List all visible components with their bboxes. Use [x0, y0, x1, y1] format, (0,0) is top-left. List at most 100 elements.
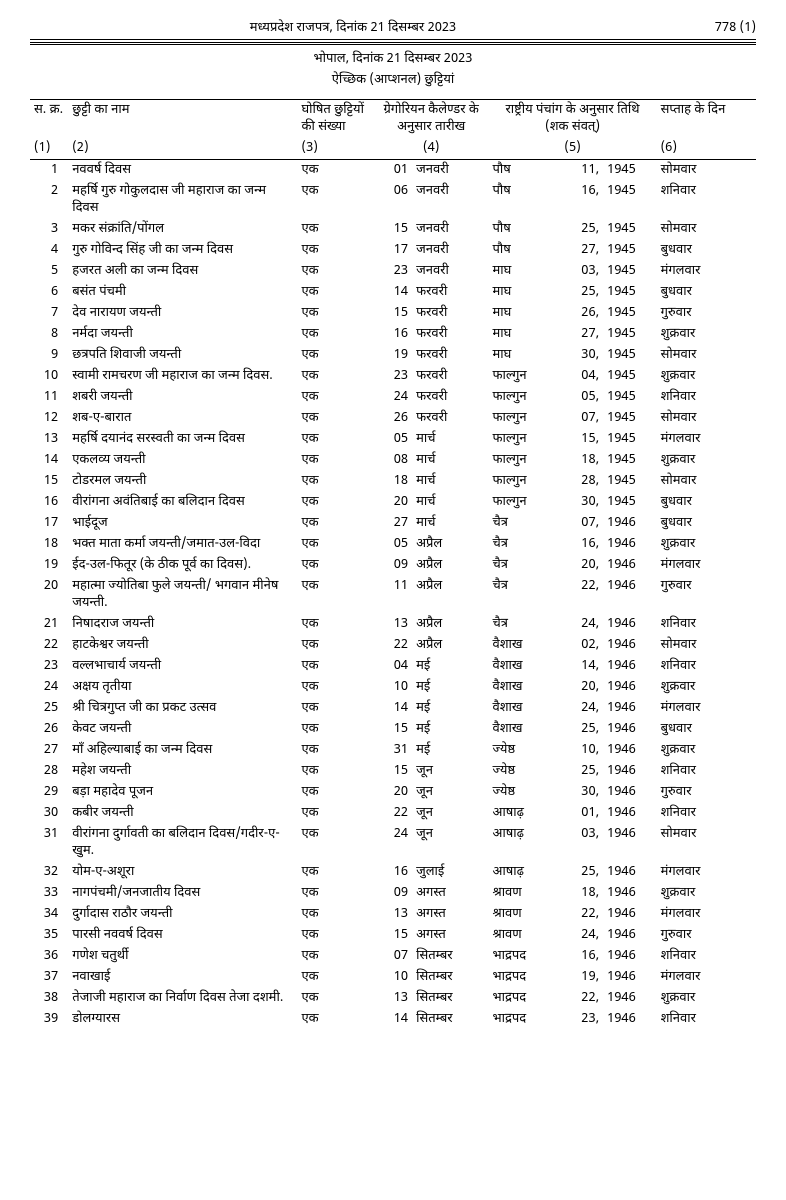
- cell-hm: आषाढ़: [488, 803, 564, 824]
- cell-count: एक: [297, 492, 373, 513]
- cell-hm: माघ: [488, 345, 564, 366]
- cell-dd: 09: [374, 883, 412, 904]
- cell-hd: 15,: [565, 429, 603, 450]
- cell-mm: जनवरी: [412, 219, 488, 240]
- cell-hd: 25,: [565, 219, 603, 240]
- cell-name: गुरु गोविन्द सिंह जी का जन्म दिवस: [68, 240, 297, 261]
- cell-sn: 23: [30, 656, 68, 677]
- cell-dd: 14: [374, 698, 412, 719]
- cell-hd: 30,: [565, 782, 603, 803]
- cell-day: मंगलवार: [657, 862, 756, 883]
- cell-hd: 01,: [565, 803, 603, 824]
- cell-hy: 1945: [603, 219, 656, 240]
- cell-sn: 13: [30, 429, 68, 450]
- cell-hy: 1945: [603, 261, 656, 282]
- cell-hm: माघ: [488, 261, 564, 282]
- coln-5: (5): [488, 138, 656, 160]
- cell-hm: माघ: [488, 324, 564, 345]
- cell-hm: ज्येष्ठ: [488, 782, 564, 803]
- table-row: 29बड़ा महादेव पूजनएक20जूनज्येष्ठ30,1946ग…: [30, 782, 756, 803]
- cell-count: एक: [297, 635, 373, 656]
- cell-mm: जनवरी: [412, 160, 488, 182]
- cell-hd: 05,: [565, 387, 603, 408]
- cell-day: गुरुवार: [657, 782, 756, 803]
- cell-count: एक: [297, 240, 373, 261]
- cell-name: नवाखाई: [68, 967, 297, 988]
- cell-dd: 10: [374, 677, 412, 698]
- cell-mm: फरवरी: [412, 366, 488, 387]
- cell-hm: फाल्गुन: [488, 408, 564, 429]
- cell-hm: पौष: [488, 181, 564, 219]
- table-row: 23वल्लभाचार्य जयन्तीएक04मईवैशाख14,1946शन…: [30, 656, 756, 677]
- table-row: 33नागपंचमी/जनजातीय दिवसएक09अगस्तश्रावण18…: [30, 883, 756, 904]
- coln-3: (3): [297, 138, 373, 160]
- cell-hm: चैत्र: [488, 513, 564, 534]
- cell-hy: 1946: [603, 576, 656, 614]
- cell-hd: 22,: [565, 988, 603, 1009]
- cell-hy: 1945: [603, 181, 656, 219]
- cell-sn: 19: [30, 555, 68, 576]
- cell-hy: 1946: [603, 925, 656, 946]
- cell-dd: 16: [374, 862, 412, 883]
- cell-count: एक: [297, 967, 373, 988]
- cell-mm: फरवरी: [412, 303, 488, 324]
- cell-hm: वैशाख: [488, 677, 564, 698]
- cell-hy: 1945: [603, 240, 656, 261]
- cell-day: शनिवार: [657, 181, 756, 219]
- table-row: 12शब-ए-बारातएक26फरवरीफाल्गुन07,1945सोमवा…: [30, 408, 756, 429]
- table-row: 14एकलव्य जयन्तीएक08मार्चफाल्गुन18,1945शु…: [30, 450, 756, 471]
- cell-sn: 24: [30, 677, 68, 698]
- cell-name: महर्षि दयानंद सरस्वती का जन्म दिवस: [68, 429, 297, 450]
- cell-sn: 36: [30, 946, 68, 967]
- cell-mm: जून: [412, 761, 488, 782]
- cell-dd: 31: [374, 740, 412, 761]
- table-row: 16वीरांगना अवंतिबाई का बलिदान दिवसएक20मा…: [30, 492, 756, 513]
- cell-dd: 24: [374, 387, 412, 408]
- cell-hd: 18,: [565, 450, 603, 471]
- cell-name: बड़ा महादेव पूजन: [68, 782, 297, 803]
- cell-day: बुधवार: [657, 513, 756, 534]
- cell-name: ईद-उल-फितूर (के ठीक पूर्व का दिवस).: [68, 555, 297, 576]
- cell-count: एक: [297, 904, 373, 925]
- cell-mm: सितम्बर: [412, 946, 488, 967]
- cell-day: शुक्रवार: [657, 988, 756, 1009]
- table-row: 30कबीर जयन्तीएक22जूनआषाढ़01,1946शनिवार: [30, 803, 756, 824]
- cell-hd: 18,: [565, 883, 603, 904]
- cell-count: एक: [297, 883, 373, 904]
- cell-count: एक: [297, 534, 373, 555]
- cell-hm: फाल्गुन: [488, 492, 564, 513]
- cell-hm: ज्येष्ठ: [488, 761, 564, 782]
- cell-dd: 20: [374, 492, 412, 513]
- cell-hy: 1945: [603, 324, 656, 345]
- cell-hy: 1945: [603, 492, 656, 513]
- cell-hy: 1946: [603, 862, 656, 883]
- cell-hm: पौष: [488, 219, 564, 240]
- cell-count: एक: [297, 555, 373, 576]
- cell-hm: श्रावण: [488, 925, 564, 946]
- table-row: 20महात्मा ज्योतिबा फुले जयन्ती/ भगवान मी…: [30, 576, 756, 614]
- cell-hm: फाल्गुन: [488, 387, 564, 408]
- cell-hy: 1946: [603, 614, 656, 635]
- cell-dd: 14: [374, 1009, 412, 1030]
- table-row: 21निषादराज जयन्तीएक13अप्रैलचैत्र24,1946श…: [30, 614, 756, 635]
- cell-mm: सितम्बर: [412, 967, 488, 988]
- cell-dd: 05: [374, 534, 412, 555]
- cell-sn: 16: [30, 492, 68, 513]
- cell-count: एक: [297, 656, 373, 677]
- cell-dd: 27: [374, 513, 412, 534]
- cell-day: गुरुवार: [657, 303, 756, 324]
- cell-hd: 24,: [565, 698, 603, 719]
- cell-hd: 16,: [565, 181, 603, 219]
- cell-hd: 02,: [565, 635, 603, 656]
- cell-mm: फरवरी: [412, 324, 488, 345]
- cell-hm: चैत्र: [488, 555, 564, 576]
- cell-hd: 03,: [565, 261, 603, 282]
- cell-hy: 1946: [603, 988, 656, 1009]
- cell-name: नववर्ष दिवस: [68, 160, 297, 182]
- cell-hd: 19,: [565, 967, 603, 988]
- table-row: 3मकर संक्रांति/पोंगलएक15जनवरीपौष25,1945स…: [30, 219, 756, 240]
- cell-hy: 1946: [603, 904, 656, 925]
- cell-hm: श्रावण: [488, 883, 564, 904]
- cell-sn: 18: [30, 534, 68, 555]
- cell-name: नर्मदा जयन्ती: [68, 324, 297, 345]
